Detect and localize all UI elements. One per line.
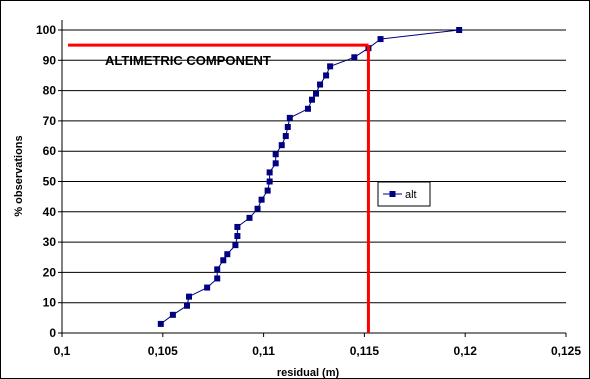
data-point <box>313 90 320 97</box>
y-tick-label: 30 <box>43 235 57 249</box>
data-point <box>317 81 324 88</box>
data-point <box>186 293 193 300</box>
axes <box>61 20 566 334</box>
data-point <box>266 178 273 185</box>
data-point <box>308 96 315 103</box>
y-tick-label: 0 <box>49 326 56 340</box>
y-tick-label: 10 <box>43 296 57 310</box>
data-point <box>234 223 241 230</box>
x-tick-label: 0,1 <box>54 344 71 358</box>
x-tick-label: 0,12 <box>454 344 478 358</box>
data-point <box>286 114 293 121</box>
x-tick-label: 0,115 <box>350 344 380 358</box>
y-tick-label: 40 <box>43 205 57 219</box>
data-point <box>272 151 279 158</box>
y-axis-title: % observations <box>13 135 25 216</box>
data-point <box>157 320 164 327</box>
data-point <box>246 214 253 221</box>
data-point <box>351 54 358 61</box>
x-tick-label: 0,11 <box>252 344 275 358</box>
x-tick-label: 0,125 <box>551 344 581 358</box>
reference-lines <box>68 43 370 333</box>
y-tick-label: 80 <box>43 84 57 98</box>
data-point <box>204 284 211 291</box>
data-point <box>254 205 261 212</box>
data-point <box>377 36 384 43</box>
data-point <box>282 133 289 140</box>
plot-area <box>62 20 566 333</box>
x-tick-label: 0,105 <box>148 344 178 358</box>
data-point <box>234 233 241 240</box>
data-point <box>272 160 279 167</box>
data-point <box>278 142 285 149</box>
data-point <box>264 187 271 194</box>
data-point <box>323 72 330 79</box>
y-tick-label: 70 <box>43 114 57 128</box>
data-point <box>266 169 273 176</box>
data-point <box>224 251 231 258</box>
legend: alt <box>377 181 431 207</box>
y-tick-label: 90 <box>43 53 57 67</box>
annotation-label: ALTIMETRIC COMPONENT <box>105 53 271 68</box>
data-point <box>169 311 176 318</box>
data-point <box>214 266 221 273</box>
y-tick-label: 50 <box>43 175 57 189</box>
y-tick-label: 100 <box>36 23 56 37</box>
data-point <box>284 123 291 130</box>
y-tick-labels: 0 10 20 30 40 50 60 70 80 90 100 <box>36 23 56 340</box>
legend-label: alt <box>405 189 417 201</box>
series-line <box>160 29 460 325</box>
data-point <box>258 196 265 203</box>
y-tick-label: 20 <box>43 265 57 279</box>
y-tick-label: 60 <box>43 144 57 158</box>
data-point <box>214 275 221 282</box>
data-point <box>304 105 311 112</box>
data-point <box>232 242 239 249</box>
series-alt <box>157 27 463 327</box>
data-point <box>220 257 227 264</box>
data-point <box>456 27 463 33</box>
data-point <box>183 302 190 309</box>
x-axis-title: residual (m) <box>277 367 340 379</box>
grid-lines <box>58 29 567 337</box>
data-point <box>327 63 334 70</box>
x-tick-labels: 0,1 0,105 0,11 0,115 0,12 0,125 <box>54 344 582 358</box>
legend-marker <box>389 191 396 197</box>
